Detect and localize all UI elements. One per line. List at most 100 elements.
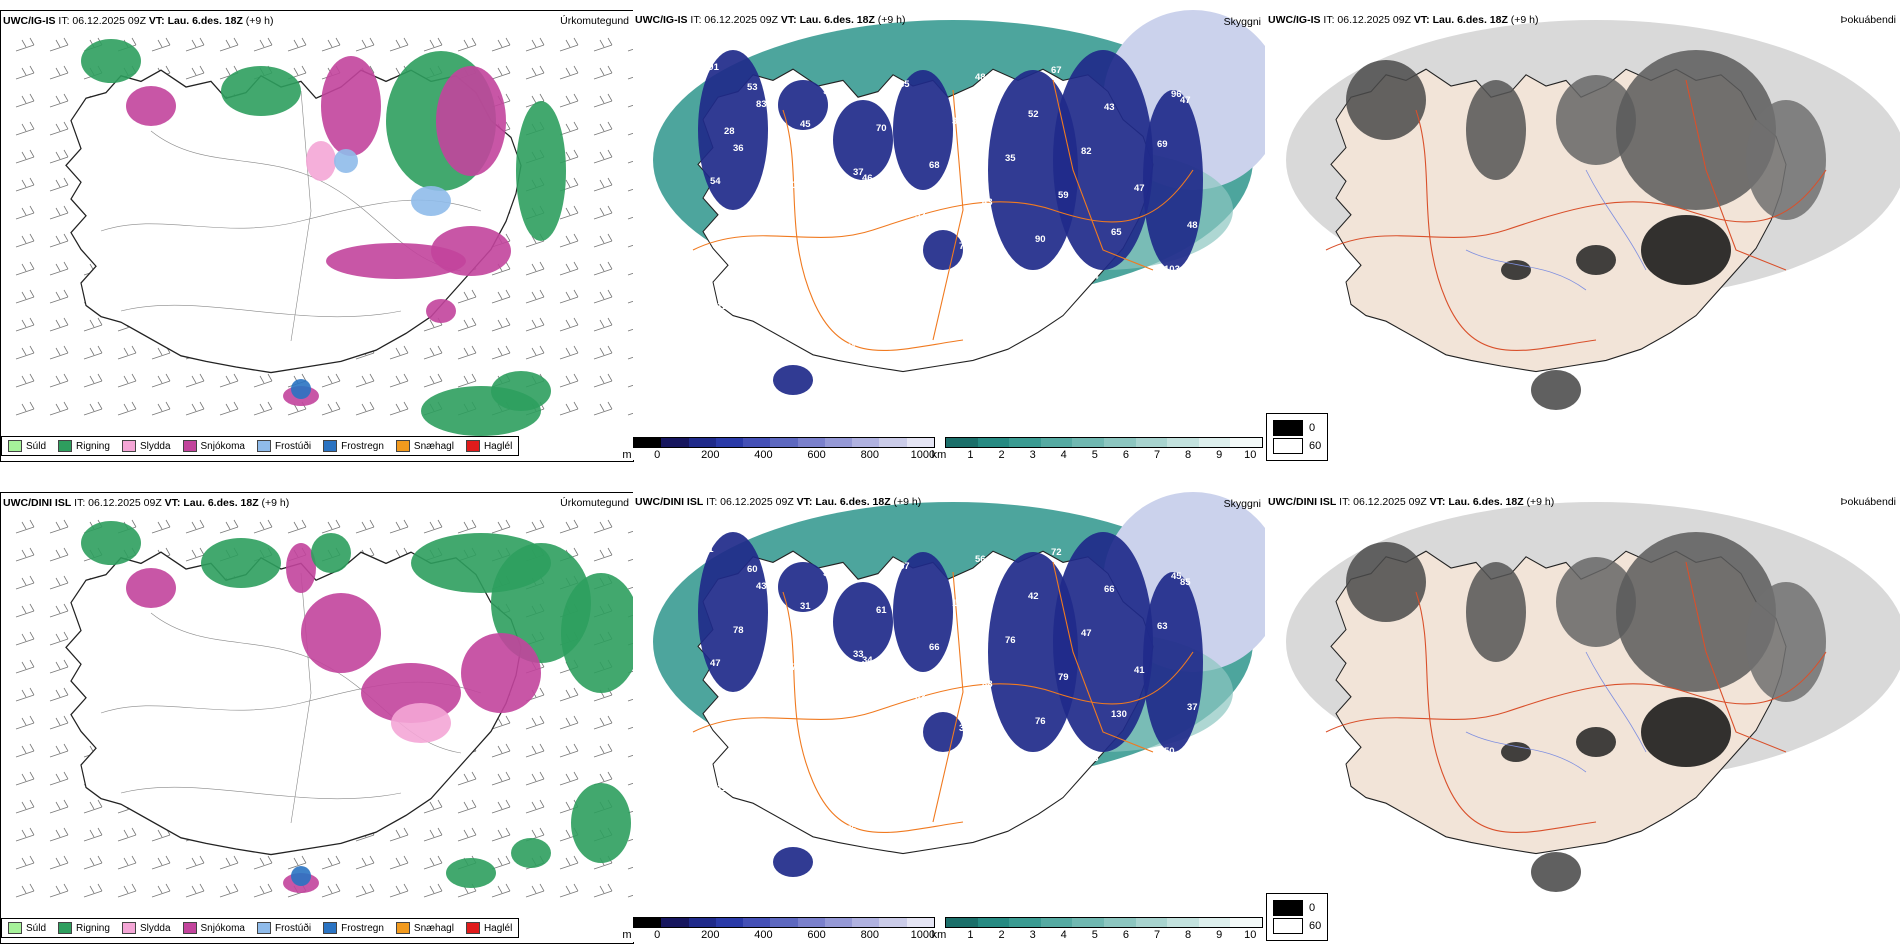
ceiling-value-label: 186	[1021, 284, 1037, 295]
precip-area	[201, 538, 281, 588]
ceiling-value-label: 106	[952, 598, 968, 609]
colorbar-segment	[1167, 438, 1199, 447]
precip-area	[81, 39, 141, 83]
legend-item: Rigning	[58, 922, 110, 934]
colorbar-unit: m	[622, 929, 632, 941]
legend-label: Slydda	[139, 440, 171, 452]
fog-indicator-panel-row1: UWC/IG-IS IT: 06.12.2025 09Z VT: Lau. 6.…	[1266, 10, 1900, 460]
colorbar-tick: 8	[1185, 449, 1192, 461]
legend-label: Haglél	[483, 922, 513, 934]
ceiling-value-label: 45	[1171, 571, 1182, 582]
precip-area	[431, 226, 511, 276]
visibility-panel-row2: 41 43 34 34 63 44 43 54 93 85 78 87 52 58 54 56 72 66 63 47…	[633, 492, 1265, 942]
ceiling-value-label: 68	[929, 160, 940, 171]
ceiling-value-label: 31	[800, 601, 811, 612]
ceiling-value-label: 71	[959, 241, 970, 252]
ceiling-value-label: 51	[869, 780, 880, 791]
precip-area	[126, 568, 176, 608]
colorbar-segment	[797, 918, 825, 927]
ceiling-value-label: 43	[1021, 766, 1032, 777]
legend-label: Súld	[26, 440, 47, 452]
colorbar-tick: 10	[1244, 449, 1257, 461]
legend-swatch	[121, 922, 136, 934]
colorbar-tick: 400	[754, 449, 773, 461]
ceiling-colorbar-row2: m 0 200 400 600 800 1000	[622, 917, 935, 942]
precip-area	[326, 243, 466, 279]
legend-label: Snæhagl	[413, 922, 454, 934]
precip-area	[291, 379, 311, 399]
visibility-colorbar-row2: km 1 2 3 4 5 6 7 8 9 10	[932, 917, 1263, 942]
ceiling-value-label: 41	[703, 544, 714, 555]
precip-area	[391, 703, 451, 743]
ceiling-value-label: 46	[763, 706, 774, 717]
colorbar-tick: 7	[1153, 449, 1161, 461]
ceiling-value-label: 42	[809, 136, 820, 147]
ceiling-value-label: 56	[1012, 760, 1023, 771]
precip-area	[491, 371, 551, 411]
ceiling-value-label: 88	[982, 679, 993, 690]
ceiling-value-label: 111	[717, 783, 733, 794]
ceiling-value-label: 50	[1164, 746, 1175, 757]
panel-title: Skyggni	[1223, 16, 1261, 28]
legend-swatch	[58, 922, 73, 934]
precip-map-row1	[15, 37, 633, 436]
colorbar-tick: 1	[967, 449, 974, 461]
ceiling-value-label: 130	[1111, 709, 1127, 720]
rivers	[1465, 169, 1647, 291]
legend-item: Snæhagl	[395, 440, 454, 452]
legend-item: Haglél	[465, 922, 513, 934]
precip-area	[286, 543, 316, 593]
legend-swatch	[182, 922, 197, 934]
ceiling-value-label: 52	[915, 210, 926, 221]
legend-label: Frostúði	[274, 440, 312, 452]
fog-legend-row: 0	[1273, 900, 1321, 916]
ceiling-value-label: 96	[1171, 89, 1182, 100]
colorbar-segment	[1103, 438, 1136, 447]
ceiling-value-label: 84	[1088, 271, 1099, 282]
legend-item: Snjókoma	[182, 922, 245, 934]
ceiling-value-label: 41	[846, 342, 857, 353]
colorbar-tick: 9	[1216, 449, 1223, 461]
legend-swatch	[58, 440, 73, 452]
legend-item: Frostúði	[256, 440, 312, 452]
colorbar-tick: 5	[1091, 929, 1098, 941]
legend-swatch	[182, 440, 197, 452]
ceiling-value-label: 54	[823, 568, 834, 579]
colorbar-segment	[661, 918, 689, 927]
fog-legend-row1: 0 60	[1266, 413, 1329, 461]
ceiling-value-label: 54	[710, 176, 721, 187]
colorbar-tick: 4	[1060, 929, 1067, 941]
ceiling-value-label: 51	[777, 163, 788, 174]
road-network	[692, 79, 1194, 351]
colorbar-tick: 9	[1216, 929, 1223, 941]
colorbar-segment	[1135, 918, 1168, 927]
colorbar-segment	[688, 918, 716, 927]
precip-area	[516, 101, 566, 241]
ceiling-value-label: 35	[952, 116, 963, 127]
precip-type-panel-row2: UWC/DINI ISL IT: 06.12.2025 09Z VT: Lau.…	[0, 492, 634, 944]
ceiling-value-label: 85	[1180, 577, 1191, 588]
ceiling-value-label: 35	[906, 204, 917, 215]
precip-area	[561, 573, 633, 693]
colorbar-tick: 1000	[910, 449, 936, 461]
fog-dark-areas	[1346, 532, 1826, 892]
colorbar-segment	[852, 918, 880, 927]
legend-label: Frostúði	[274, 922, 312, 934]
fog-legend-label: 60	[1309, 440, 1322, 452]
panel-header: UWC/DINI ISL IT: 06.12.2025 09Z VT: Lau.…	[1268, 496, 1555, 508]
ceiling-value-label: 96	[823, 86, 834, 97]
precip-area	[446, 858, 496, 888]
legend-swatch	[256, 922, 271, 934]
ceiling-value-label: 36	[733, 143, 744, 154]
colorbar-segment	[1167, 918, 1199, 927]
precip-area	[81, 521, 141, 565]
colorbar-tick: 600	[807, 929, 826, 941]
colorbar-segment	[1103, 918, 1136, 927]
ceiling-value-label: 82	[1081, 146, 1092, 157]
ceiling-value-label: 44	[968, 729, 979, 740]
colorbar-segment	[906, 438, 934, 447]
ceiling-value-label: 83	[756, 99, 767, 110]
precip-area	[126, 86, 176, 126]
legend-swatch	[395, 440, 410, 452]
precip-area	[571, 783, 631, 863]
